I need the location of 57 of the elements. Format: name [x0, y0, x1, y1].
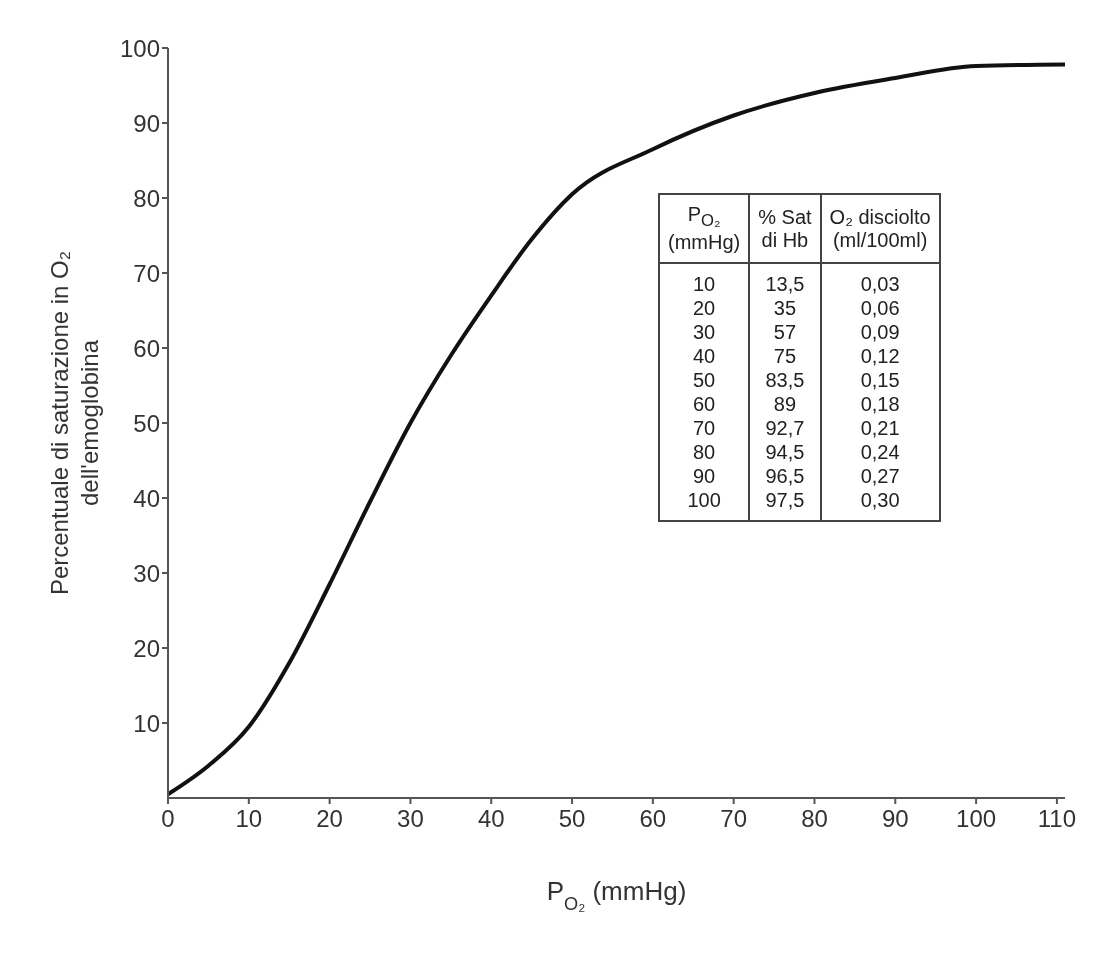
x-tick-label: 90: [881, 805, 909, 833]
annotation: 0,27: [820, 464, 940, 488]
annotation: 0,30: [820, 488, 940, 521]
x-tick-label: 70: [720, 805, 748, 833]
y-tick-label: 10: [133, 709, 160, 737]
y-tick-label: 50: [133, 409, 160, 437]
x-tick-label: 80: [801, 805, 828, 833]
y-tick-label: 30: [133, 559, 160, 587]
x-tick-label: 110: [1037, 805, 1077, 833]
annotation: % Sat di Hb: [749, 194, 821, 263]
annotation: 30: [692, 320, 717, 344]
annotation: 50: [692, 368, 717, 392]
annotation: 57: [749, 320, 821, 344]
annotation: 0,24: [820, 440, 940, 464]
annotation: 40: [692, 344, 717, 368]
annotation: 92,7: [749, 416, 821, 440]
x-tick-label: 100: [956, 805, 997, 833]
x-tick-label: 60: [639, 805, 667, 833]
annotation: 35: [749, 296, 821, 320]
annotation: 0,03: [820, 263, 940, 296]
annotation: 0,15: [820, 368, 940, 392]
annotation: 0,12: [820, 344, 940, 368]
x-tick-label: 30: [397, 805, 424, 833]
annotation: 0,06: [820, 296, 940, 320]
annotation: 20: [692, 296, 717, 320]
x-tick-label: 0: [161, 805, 175, 833]
y-tick-label: 60: [133, 334, 160, 362]
annotation: 75: [749, 344, 821, 368]
y-tick-label: 80: [133, 184, 160, 212]
annotation: 97,5: [749, 488, 821, 521]
x-tick-label: 50: [558, 805, 586, 833]
x-tick-label: 40: [477, 805, 505, 833]
y-tick-label: 20: [133, 634, 160, 662]
annotation: 96,5: [749, 464, 821, 488]
annotation: 83,5: [749, 368, 821, 392]
annotation: 10: [692, 272, 717, 296]
annotation: 100: [686, 488, 722, 513]
y-tick-label: 100: [119, 34, 160, 62]
x-tick-label: 10: [235, 805, 263, 833]
annotation: 0,18: [820, 392, 940, 416]
annotation: 90: [692, 464, 717, 488]
x-axis-title: P$_{O₂}$ (mmHg): [546, 876, 687, 914]
annotation: 89: [749, 392, 821, 416]
annotation: 0,09: [820, 320, 940, 344]
y-tick-label: 70: [133, 259, 160, 287]
annotation: 60: [692, 392, 717, 416]
annotation: 13,5: [749, 263, 821, 296]
annotation: P$_{O₂}$ (mmHg): [659, 194, 750, 263]
annotation: 80: [692, 440, 717, 464]
annotation: 0,21: [820, 416, 940, 440]
annotation: O₂ disciolto (ml/100ml): [820, 194, 940, 263]
annotation: 94,5: [749, 440, 821, 464]
y-tick-label: 90: [133, 109, 160, 137]
y-axis-title: Percentuale di saturazione in O₂ dell'emoglobina: [46, 250, 103, 596]
y-tick-label: 40: [133, 484, 160, 512]
x-tick-label: 20: [316, 805, 343, 833]
annotation: 70: [692, 416, 717, 440]
